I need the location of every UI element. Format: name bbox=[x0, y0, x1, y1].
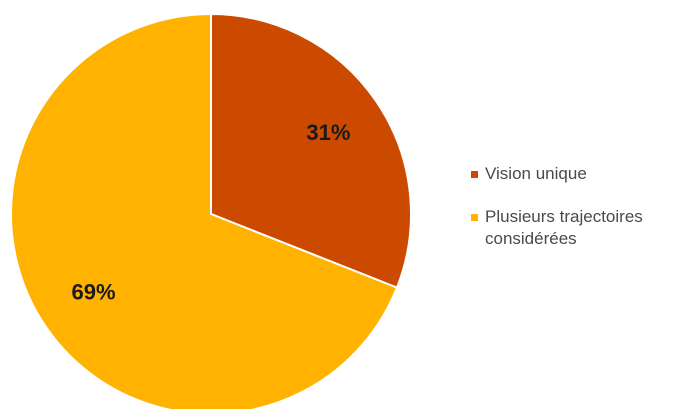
legend-swatch-plusieurs-trajectoires bbox=[471, 214, 478, 221]
legend-item-vision-unique: Vision unique bbox=[471, 163, 681, 185]
legend-swatch-vision-unique bbox=[471, 171, 478, 178]
pie-data-label-0: 31% bbox=[306, 120, 350, 145]
pie-data-labels: 31% 69% bbox=[72, 120, 351, 305]
pie-slice-1 bbox=[10, 12, 399, 409]
legend-label-vision-unique: Vision unique bbox=[485, 164, 587, 183]
pie-data-label-1: 69% bbox=[72, 280, 116, 305]
pie-slice-0 bbox=[210, 12, 412, 289]
legend: Vision unique Plusieurs trajectoires con… bbox=[471, 163, 681, 271]
pie-slices bbox=[10, 12, 412, 409]
legend-label-plusieurs-trajectoires: Plusieurs trajectoires considérées bbox=[485, 207, 643, 248]
legend-item-plusieurs-trajectoires: Plusieurs trajectoires considérées bbox=[471, 206, 681, 250]
